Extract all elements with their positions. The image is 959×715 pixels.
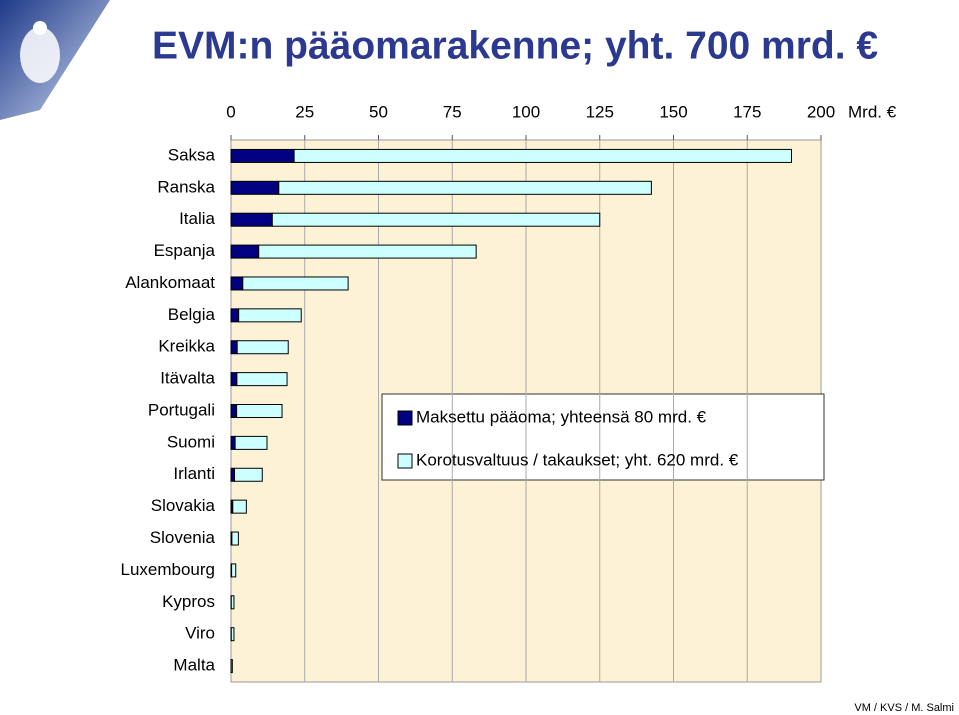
x-tick-label: 25 — [295, 102, 314, 121]
bar-segment — [230, 180, 280, 195]
legend-label: Korotusvaltuus / takaukset; yht. 620 mrd… — [416, 450, 739, 469]
bar-segment — [230, 276, 244, 291]
y-tick-label: Alankomaat — [125, 273, 215, 292]
bar-segment — [230, 244, 260, 259]
x-tick-label: 125 — [586, 102, 614, 121]
y-tick-label: Portugali — [148, 400, 215, 419]
bar-segment — [258, 244, 477, 259]
bar-segment — [230, 212, 273, 227]
bar-segment — [230, 627, 235, 642]
bar-segment — [230, 435, 236, 450]
bar-segment — [234, 435, 268, 450]
y-tick-label: Saksa — [168, 145, 216, 164]
y-tick-label: Irlanti — [173, 464, 215, 483]
logo — [20, 21, 60, 83]
x-tick-label: 100 — [512, 102, 540, 121]
x-tick-label: 200 — [807, 102, 835, 121]
bar-segment — [230, 404, 238, 418]
bar-segment — [230, 659, 233, 674]
bar-segment — [231, 531, 239, 546]
bar-segment — [271, 212, 601, 227]
bar-segment — [230, 372, 238, 387]
y-tick-label: Luxembourg — [120, 560, 215, 579]
y-tick-label: Kreikka — [158, 337, 215, 356]
bar-segment — [234, 467, 263, 482]
legend-swatch — [397, 410, 413, 426]
x-tick-label: 0 — [226, 102, 235, 121]
bar-segment — [232, 499, 247, 514]
chart-title: EVM:n pääomarakenne; yht. 700 mrd. € — [152, 24, 878, 67]
bar-segment — [236, 372, 288, 387]
y-tick-label: Slovenia — [150, 528, 216, 547]
y-tick-label: Viro — [185, 624, 215, 643]
x-tick-label: 50 — [369, 102, 388, 121]
y-tick-label: Suomi — [167, 432, 215, 451]
bar-segment — [236, 404, 283, 418]
x-tick-label: 175 — [733, 102, 761, 121]
y-tick-label: Italia — [179, 209, 215, 228]
bar-segment — [278, 180, 652, 195]
bar-segment — [238, 308, 302, 323]
legend — [381, 393, 825, 481]
x-tick-label: 150 — [659, 102, 687, 121]
y-tick-label: Itävalta — [160, 369, 215, 388]
x-axis-label: Mrd. € — [848, 102, 897, 121]
bar-segment — [231, 563, 237, 578]
y-tick-label: Espanja — [154, 241, 216, 260]
bar-segment — [230, 308, 240, 323]
x-tick-label: 75 — [443, 102, 462, 121]
y-tick-label: Ranska — [157, 177, 215, 196]
bar-segment — [230, 467, 236, 482]
legend-swatch — [397, 453, 413, 469]
bar-segment — [230, 340, 238, 355]
y-tick-label: Belgia — [168, 305, 216, 324]
bar-segment — [236, 340, 289, 355]
bar-segment — [293, 148, 792, 163]
bar-segment — [230, 148, 295, 163]
footer: VM / KVS / M. Salmi — [854, 702, 954, 714]
bar-segment — [242, 276, 349, 291]
legend-label: Maksettu pääoma; yhteensä 80 mrd. € — [416, 407, 707, 426]
bar-segment — [230, 595, 235, 610]
y-tick-label: Kypros — [162, 592, 215, 611]
y-tick-label: Slovakia — [151, 496, 216, 515]
y-tick-label: Malta — [173, 656, 215, 675]
